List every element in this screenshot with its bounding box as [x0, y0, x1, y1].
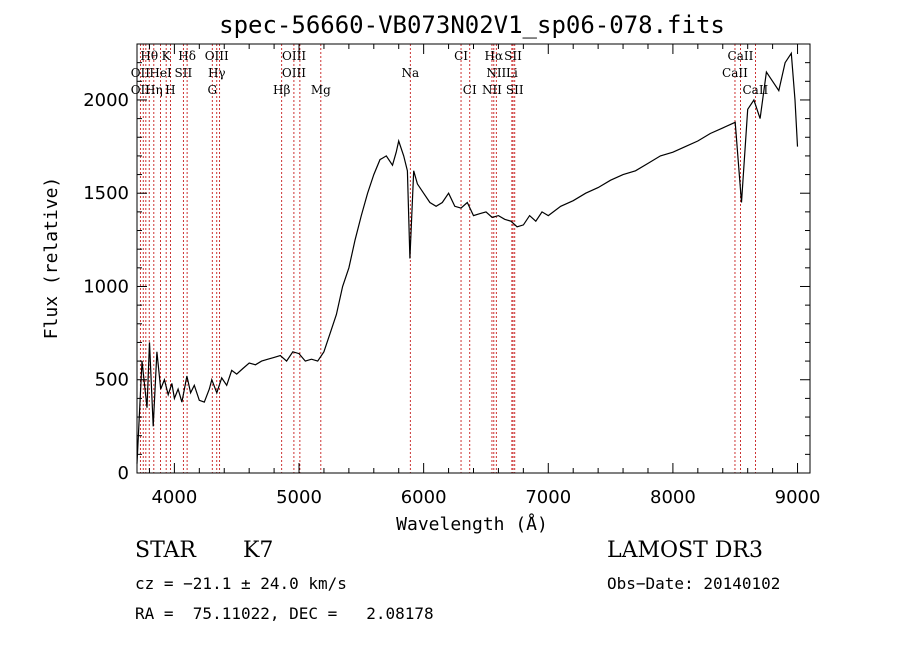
line-label: OIII: [282, 49, 306, 63]
x-tick-label: 6000: [401, 487, 447, 508]
redshift-cz: cz = −21.1 ± 24.0 km/s: [135, 574, 347, 593]
line-label: Hβ: [273, 83, 290, 97]
chart-title: spec-56660-VB073N02V1_sp06-078.fits: [219, 11, 725, 39]
y-axis-ticks: 0 500 1000 1500 2000: [83, 43, 810, 484]
line-label: Mg: [311, 83, 331, 97]
line-label: Li: [506, 66, 518, 80]
x-tick-label: 5000: [276, 487, 322, 508]
survey-name: LAMOST DR3: [607, 538, 763, 563]
observation-date: Obs−Date: 20140102: [607, 574, 781, 593]
coordinates: RA = 75.11022, DEC = 2.08178: [135, 604, 434, 623]
x-tick-label: 9000: [775, 487, 821, 508]
line-label: H: [165, 83, 175, 97]
line-label: SII: [175, 66, 193, 80]
y-tick-label: 0: [118, 463, 129, 484]
x-tick-label: 7000: [525, 487, 571, 508]
line-label: CaII: [728, 49, 754, 63]
line-label: CaII: [742, 83, 768, 97]
line-label: NII: [486, 66, 506, 80]
line-label: SII: [506, 83, 524, 97]
object-type: STAR: [135, 538, 196, 563]
line-label: SII: [504, 49, 522, 63]
line-label: G: [207, 83, 217, 97]
line-label: Hα: [485, 49, 504, 63]
line-label: OIII: [205, 49, 229, 63]
y-tick-label: 500: [95, 370, 129, 391]
emission-line-markers: [139, 44, 756, 473]
line-label: OII: [131, 66, 151, 80]
y-tick-label: 1500: [83, 183, 129, 204]
x-tick-label: 8000: [650, 487, 696, 508]
line-label: NII: [482, 83, 502, 97]
line-label: CI: [454, 49, 468, 63]
spectrum-line: [136, 51, 799, 464]
y-tick-label: 2000: [83, 90, 129, 111]
x-axis-label: Wavelength (Å): [396, 513, 548, 535]
line-label: K: [162, 49, 172, 63]
line-label: Hγ: [208, 66, 226, 80]
subclass: K7: [243, 538, 274, 563]
y-tick-label: 1000: [83, 276, 129, 297]
x-tick-label: 4000: [151, 487, 197, 508]
line-label: OIII: [282, 66, 306, 80]
x-axis-ticks: 4000 5000 6000 7000 8000 9000: [148, 44, 821, 508]
line-label: HeI: [149, 66, 172, 80]
line-label: Hθ: [140, 49, 158, 63]
y-axis-label: Flux (relative): [41, 177, 62, 340]
line-label: Hη: [145, 83, 163, 97]
line-label: OII: [131, 83, 151, 97]
line-label: Na: [401, 66, 419, 80]
line-label: Hδ: [178, 49, 196, 63]
line-label: CaII: [722, 66, 748, 80]
line-label: CI: [463, 83, 477, 97]
plot-frame: [136, 43, 811, 474]
